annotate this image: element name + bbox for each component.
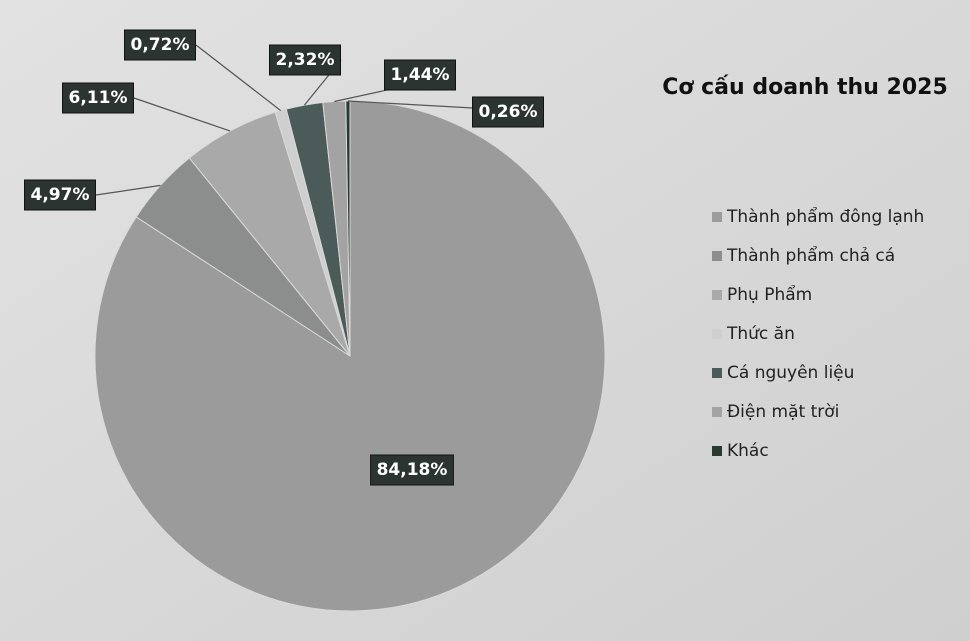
data-label-box <box>472 96 544 128</box>
data-label-box <box>24 179 96 211</box>
leader-line <box>95 184 161 196</box>
data-label: 6,11% <box>69 88 128 108</box>
legend-label: Cá nguyên liệu <box>727 363 854 383</box>
legend-swatch <box>712 329 722 339</box>
chart-title: Cơ cấu doanh thu 2025 <box>662 75 948 100</box>
data-label-box <box>269 44 341 76</box>
legend-swatch <box>712 368 722 378</box>
legend-label: Phụ Phẩm <box>727 284 812 305</box>
legend-swatch <box>712 407 722 417</box>
legend-label: Điện mặt trời <box>727 402 839 422</box>
legend-swatch <box>712 251 722 261</box>
legend-label: Thành phẩm đông lạnh <box>726 206 924 227</box>
legend-swatch <box>712 290 722 300</box>
data-label: 2,32% <box>276 50 335 70</box>
data-label: 0,26% <box>479 102 538 122</box>
data-label-box <box>384 59 456 91</box>
leader-line <box>195 44 282 112</box>
legend-swatch <box>712 446 722 456</box>
legend-label: Thành phẩm chả cá <box>726 245 895 266</box>
data-label-box <box>62 82 134 114</box>
legend-label: Thức ăn <box>726 324 795 344</box>
data-label: 0,72% <box>131 35 190 55</box>
legend-swatch <box>712 212 722 222</box>
data-label: 1,44% <box>391 65 450 85</box>
legend-label: Khác <box>727 441 769 461</box>
leader-line <box>133 97 231 132</box>
data-label: 4,97% <box>31 185 90 205</box>
data-label-box <box>124 29 196 61</box>
data-label-box <box>370 454 454 486</box>
data-label: 84,18% <box>377 460 448 480</box>
pie-slice <box>94 100 606 612</box>
